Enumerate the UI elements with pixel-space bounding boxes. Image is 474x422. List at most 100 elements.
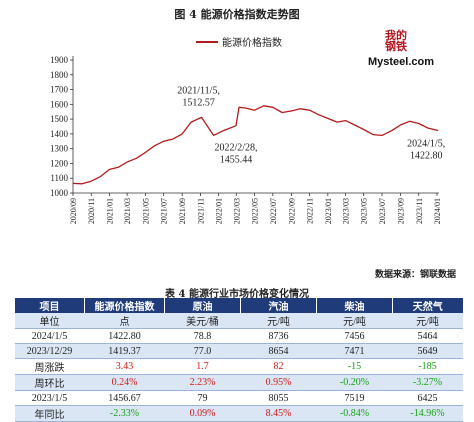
x-tick-label: 2021/11 [196,198,205,224]
table-cell: 1456.67 [84,390,165,406]
table-cell: 82 [240,358,317,375]
table-row: 2024/1/5 1422.80 78.8 8736 7456 5464 [14,328,463,344]
table-row: 周涨跌 3.43 1.7 82 -15 -185 [14,358,463,375]
x-tick-label: 2022/09 [287,198,296,224]
table-cell: 0.24% [84,374,165,391]
logo-text: Mysteel.com [368,56,435,68]
table-cell: 1422.80 [84,328,165,344]
y-tick-label: 1900 [50,55,69,65]
table-row-label: 周涨跌 [14,358,85,375]
x-tick-label: 2024/01 [433,198,442,224]
x-tick-label: 2021/07 [160,198,169,224]
table-cell: 77.0 [164,343,241,359]
table-cell: 8.45% [240,405,317,422]
x-tick-label: 2022/05 [251,198,260,224]
table-row-label: 2023/12/29 [14,343,85,359]
table-cell: 0.09% [164,405,241,422]
x-tick-label: 2023/09 [397,198,406,224]
annotation-date: 2022/2/28, [214,143,257,154]
table-cell: -15 [316,358,393,375]
table-cell: 1.7 [164,358,241,375]
y-tick-label: 1300 [50,144,69,154]
y-tick-label: 1000 [50,188,69,198]
table-cell: 点 [84,313,165,329]
table-cell: 78.8 [164,328,241,344]
table-cell: 8736 [240,328,317,344]
y-tick-label: 1400 [50,129,69,139]
energy-index-chart: 1000 1100 1200 1300 1400 1500 1600 1700 1800 1900… [50,36,445,224]
table-cell: 8654 [240,343,317,359]
x-tick-label: 2022/03 [232,198,241,224]
table-cell: 7519 [316,390,393,406]
table-row-label: 2023/1/5 [14,390,85,406]
table-header-cell: 柴油 [316,298,393,313]
annotation-date: 2024/1/5, [407,139,445,150]
x-tick-label: 2021/09 [178,198,187,224]
x-tick-label: 2023/07 [378,198,387,224]
x-tick-label: 2023/11 [415,198,424,224]
table-cell: 5649 [392,343,463,359]
table-cell: 7456 [316,328,393,344]
table-row: 周环比 0.24% 2.23% 0.95% -0.20% -3.27% [14,374,463,391]
price-table: 项目 能源价格指数 原油 汽油 柴油 天然气 单位点美元/桶 元/吨 元/吨 元/吨 2… [14,298,463,422]
logo-mark: 我的钢铁 [385,29,407,53]
table-cell: 元/吨 [316,313,393,329]
table-cell: 元/吨 [392,313,463,329]
table-cell: -0.84% [316,405,393,422]
x-tick-label: 2023/01 [324,198,333,224]
annotation-value: 1512.57 [182,97,215,108]
x-tick-label: 2022/01 [215,198,224,224]
mysteel-logo: 我的钢铁 Mysteel.com [368,29,434,72]
x-tick-label: 2021/01 [105,198,114,224]
table-cell: -185 [392,358,463,375]
annotation-value: 1455.44 [220,155,253,166]
y-tick-label: 1200 [50,158,69,168]
table-header-cell: 汽油 [240,298,317,313]
table-row: 2023/12/29 1419.37 77.0 8654 7471 5649 [14,343,463,359]
annotation-value: 1422.80 [410,151,443,162]
x-tick-label: 2020/09 [69,198,78,224]
table-cell: -0.20% [316,374,393,391]
x-tick-label: 2022/11 [306,198,315,224]
figure-title: 图 4 能源价格指数走势图 [174,8,300,21]
y-tick-label: 1100 [50,173,68,183]
table-header-cell: 原油 [164,298,241,313]
table-row-label: 年同比 [14,405,85,422]
table-cell: 8055 [240,390,317,406]
table-cell: 元/吨 [240,313,317,329]
x-tick-label: 2023/03 [341,198,350,224]
table-row-label: 周环比 [14,374,85,391]
y-tick-label: 1600 [50,99,69,109]
x-tick-label: 2022/07 [269,198,278,224]
table-row: 单位点美元/桶 元/吨 元/吨 元/吨 [14,313,463,329]
x-tick-label: 2023/05 [360,198,369,224]
table-cell: 6425 [392,390,463,406]
table-cell: -14.96% [392,405,463,422]
annotation-date: 2021/11/5, [177,85,220,96]
table-cell: 79 [164,390,241,406]
table-body: 单位点美元/桶 元/吨 元/吨 元/吨 2024/1/5 1422.80 78.8 8736 7… [14,313,463,422]
table-title: 表 4 能源行业市场价格变化情况 [165,289,309,300]
y-tick-label: 1800 [50,70,69,80]
table-cell: -2.33% [84,405,165,422]
y-tick-label: 1500 [50,114,69,124]
x-tick-label: 2020/11 [87,198,96,224]
table-row: 2023/1/5 1456.67 79 8055 7519 6425 [14,390,463,406]
table-header-cell: 项目 [14,298,85,313]
x-tick-label: 2021/05 [141,198,150,224]
table-cell: 1419.37 [84,343,165,359]
table-cell: 0.95% [240,374,317,391]
table-cell: 7471 [316,343,393,359]
x-tick-label: 2021/03 [123,198,132,224]
legend-label: 能源价格指数 [222,36,282,49]
table-cell: 美元/桶 [164,313,241,329]
energy-index-series-line [72,105,439,185]
table-header-cell: 能源价格指数 [84,298,165,313]
source-note: 数据来源：钢联数据 [374,270,456,280]
table-cell: 3.43 [84,358,165,375]
table-header-cell: 天然气 [392,298,463,313]
table-row-label: 2024/1/5 [14,328,85,344]
table-row: 年同比 -2.33% 0.09% 8.45% -0.84% -14.96% [14,405,463,422]
table-header-row: 项目 能源价格指数 原油 汽油 柴油 天然气 [14,298,463,313]
table-cell: 2.23% [164,374,241,391]
